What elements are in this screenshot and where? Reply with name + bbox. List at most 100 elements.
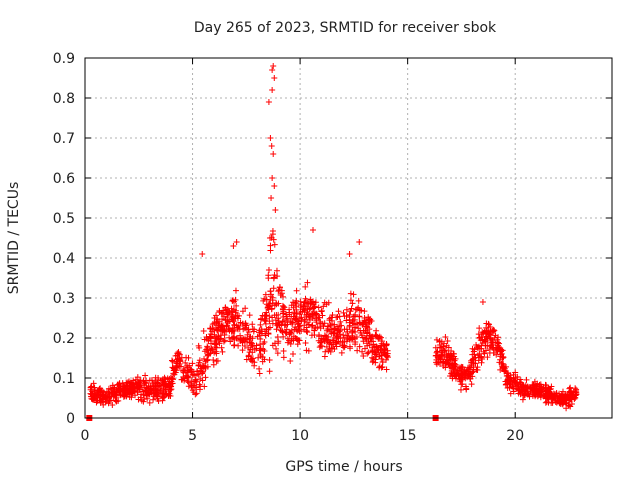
data-point — [270, 275, 277, 282]
data-point — [442, 333, 449, 340]
data-point — [105, 389, 112, 396]
data-point — [321, 332, 328, 339]
data-point — [178, 354, 185, 361]
data-point — [507, 381, 514, 388]
data-point — [127, 386, 134, 393]
data-point — [469, 356, 476, 363]
data-point — [346, 335, 353, 342]
data-point — [97, 389, 104, 396]
data-point — [231, 333, 238, 340]
data-point — [185, 367, 191, 374]
data-point — [102, 393, 109, 400]
data-point — [552, 391, 559, 398]
data-point — [525, 391, 532, 398]
data-point — [214, 357, 221, 364]
data-point — [256, 365, 263, 372]
data-point — [478, 342, 485, 349]
data-point — [289, 320, 296, 327]
data-point — [263, 296, 270, 303]
data-point — [257, 321, 264, 328]
data-point — [468, 381, 475, 388]
data-point — [234, 312, 241, 319]
data-point — [311, 311, 318, 318]
data-point — [334, 314, 341, 321]
data-point — [444, 337, 451, 344]
data-point — [329, 344, 336, 351]
data-point — [321, 353, 328, 360]
data-point — [113, 397, 120, 404]
data-point — [210, 361, 217, 368]
data-point — [465, 368, 472, 375]
data-point — [212, 348, 219, 355]
data-point — [361, 318, 368, 325]
data-point — [351, 324, 358, 331]
data-point — [224, 310, 231, 317]
data-point — [260, 297, 267, 304]
data-point — [490, 349, 497, 356]
data-point — [489, 336, 496, 343]
data-point — [514, 379, 521, 386]
data-point — [266, 235, 273, 241]
data-point — [242, 320, 249, 327]
data-point — [335, 326, 342, 333]
chart-title: Day 265 of 2023, SRMTID for receiver sbo… — [194, 20, 497, 36]
data-point — [352, 341, 359, 348]
data-point — [265, 272, 272, 279]
data-point — [248, 355, 255, 362]
data-point — [196, 357, 203, 364]
data-point — [196, 386, 203, 393]
data-point — [225, 318, 232, 325]
data-point — [233, 239, 240, 245]
data-point — [359, 321, 366, 328]
data-point — [94, 390, 101, 397]
data-point — [269, 175, 276, 181]
data-point — [334, 327, 341, 334]
data-point — [374, 333, 381, 340]
data-point — [348, 305, 355, 312]
data-point — [203, 336, 210, 343]
data-point — [197, 367, 204, 374]
data-point — [302, 339, 309, 346]
data-point — [565, 392, 572, 399]
data-point — [219, 311, 226, 318]
data-point — [354, 306, 361, 313]
data-point — [463, 385, 470, 392]
data-point — [443, 342, 450, 349]
data-point — [376, 353, 383, 360]
data-point — [347, 290, 354, 297]
data-point — [146, 399, 153, 406]
data-point — [326, 345, 333, 352]
data-point — [544, 394, 551, 401]
data-point — [297, 309, 304, 316]
data-point — [109, 402, 116, 409]
data-point — [484, 354, 491, 361]
data-point — [368, 333, 375, 340]
data-point — [537, 394, 544, 401]
data-point — [542, 381, 549, 388]
data-point — [246, 349, 253, 356]
data-point — [487, 335, 494, 342]
data-point — [226, 334, 233, 341]
data-point — [239, 347, 246, 354]
data-point — [124, 389, 131, 396]
plot-frame — [84, 57, 613, 419]
data-point — [185, 374, 192, 381]
data-point — [239, 308, 246, 315]
data-point — [476, 350, 483, 357]
data-point — [282, 321, 289, 328]
data-point — [267, 288, 274, 295]
data-point — [297, 304, 304, 311]
y-tick-label: 0.8 — [53, 91, 75, 107]
data-point — [502, 368, 509, 375]
data-point — [334, 330, 341, 337]
data-point — [346, 251, 353, 257]
data-point — [294, 321, 301, 328]
data-point — [485, 328, 492, 335]
data-point — [219, 348, 226, 355]
data-point — [290, 304, 297, 311]
data-point — [280, 314, 287, 321]
data-point — [200, 328, 207, 335]
data-point — [256, 347, 263, 354]
data-point — [440, 343, 447, 350]
data-point — [242, 305, 249, 312]
